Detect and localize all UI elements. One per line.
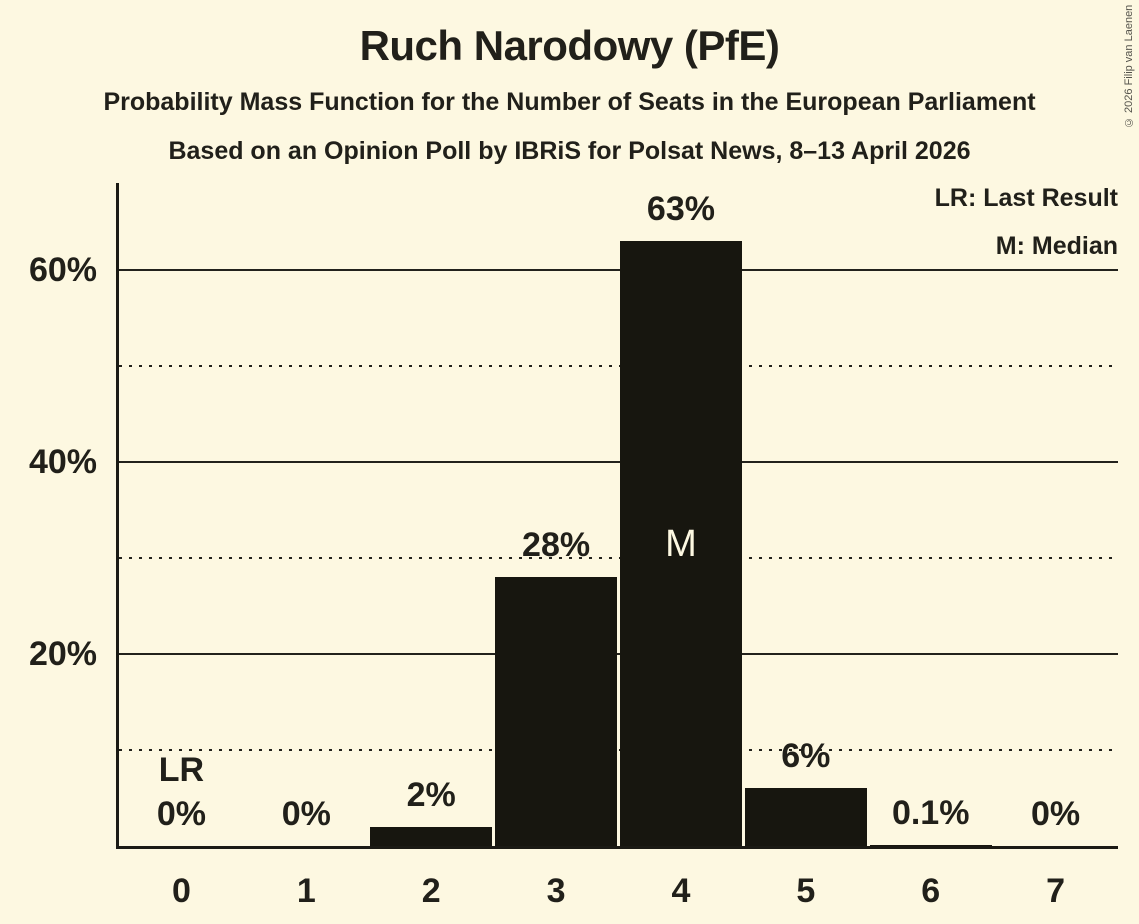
bar-value-label: 0% xyxy=(156,795,206,833)
bar-value-label: 6% xyxy=(781,737,831,776)
bar-value-label: 2% xyxy=(406,775,456,814)
x-tick-label: 6 xyxy=(921,872,941,910)
bar xyxy=(869,845,992,846)
x-tick-label: 4 xyxy=(671,872,691,910)
x-tick-label: 0 xyxy=(171,872,191,910)
gridline-dotted xyxy=(119,365,1118,367)
bar xyxy=(370,826,493,846)
gridline-solid xyxy=(119,269,1118,271)
gridline-dotted xyxy=(119,749,1118,751)
last-result-marker: LR xyxy=(158,751,205,789)
x-tick-label: 3 xyxy=(546,872,566,910)
y-tick-label: 60% xyxy=(28,251,97,289)
y-tick-label: 40% xyxy=(28,443,97,481)
legend-last-result: LR: Last Result xyxy=(934,184,1118,212)
x-tick-label: 7 xyxy=(1046,872,1066,910)
chart-subtitle: Probability Mass Function for the Number… xyxy=(103,88,1036,116)
bar-value-label: 63% xyxy=(646,190,715,229)
poll-source-line: Based on an Opinion Poll by IBRiS for Po… xyxy=(168,137,971,165)
chart-title: Ruch Narodowy (PfE) xyxy=(359,22,780,69)
x-tick-label: 5 xyxy=(796,872,816,910)
plot-area: LR: Last Result M: Median 20% 40% 60% 0% 0 0%… xyxy=(29,183,1118,910)
bar-value-label: 0.1% xyxy=(891,794,970,832)
bar xyxy=(620,241,742,846)
x-tick-label: 1 xyxy=(296,872,316,910)
bar-value-label: 0% xyxy=(1030,795,1081,833)
gridline-solid xyxy=(119,461,1118,463)
legend-median: M: Median xyxy=(995,232,1118,260)
gridline-solid xyxy=(119,653,1118,655)
chart-legend: LR: Last Result M: Median xyxy=(935,174,1118,270)
bar-value-label: 28% xyxy=(522,526,591,565)
y-tick-label: 20% xyxy=(28,635,97,673)
gridline-dotted xyxy=(119,557,1118,559)
bar xyxy=(495,577,617,846)
bar-value-label: 0% xyxy=(281,795,331,833)
bar xyxy=(744,788,867,846)
median-marker: M xyxy=(665,522,697,565)
x-tick-label: 2 xyxy=(421,872,441,910)
